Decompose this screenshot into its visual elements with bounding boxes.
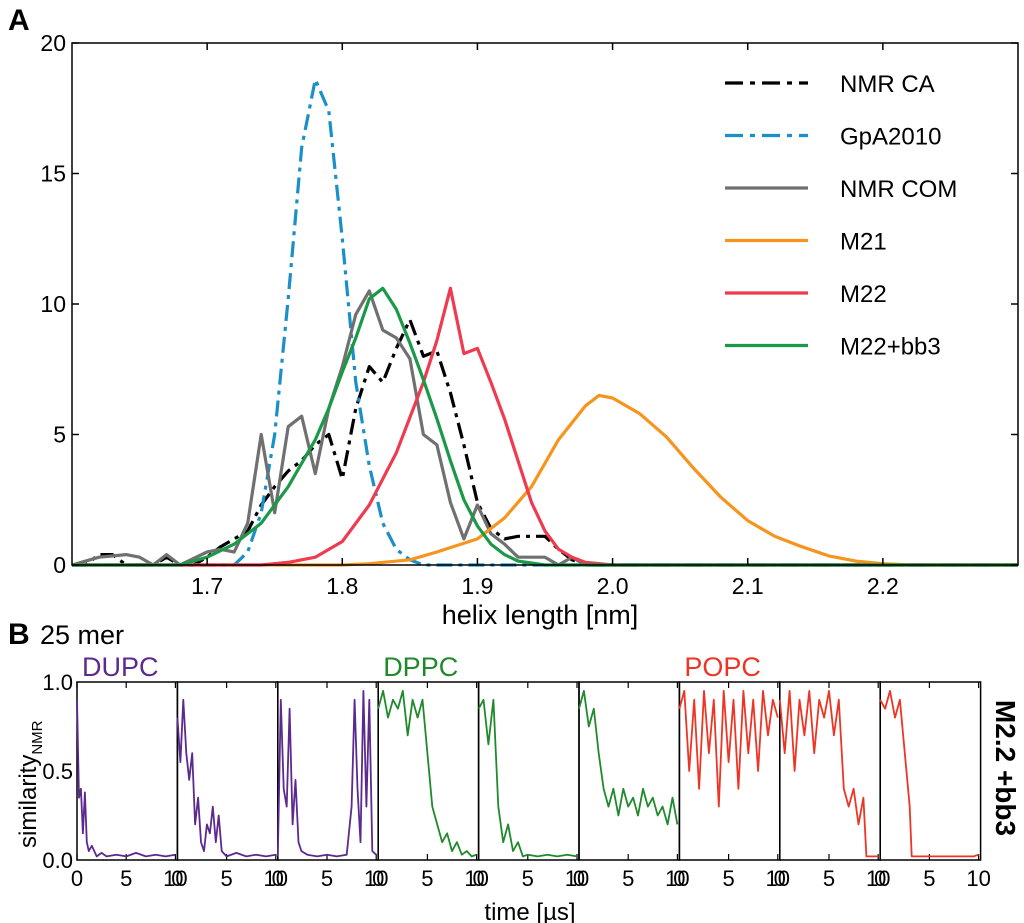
series-line-gpa2010 — [72, 77, 1018, 567]
b-x-tick-label: 0 — [472, 866, 484, 891]
b-x-tick-label: 0 — [372, 866, 384, 891]
trace-popc-2 — [778, 690, 879, 858]
x-tick-label: 1.8 — [326, 573, 358, 599]
b-y-tick-label: 0.5 — [42, 759, 73, 784]
y-tick-label: 10 — [40, 291, 66, 317]
panel-a-legend: NMR CA GpA2010 NMR COM M21 M22 M22+bb3 — [725, 71, 957, 361]
b-x-tick-label: 0 — [573, 866, 585, 891]
trace-dppc-1 — [377, 690, 477, 858]
b-x-tick-label: 0 — [71, 866, 83, 891]
panel-b-ylabel: similarityNMR — [15, 720, 46, 848]
group-label-popc: POPC — [684, 652, 761, 682]
trace-dppc-2 — [477, 698, 578, 858]
legend-label-m22-bb3: M22+bb3 — [840, 334, 941, 361]
panel-b-xlabel: time [µs] — [484, 899, 575, 923]
trace-dupc-3 — [276, 690, 377, 858]
group-label-dupc: DUPC — [82, 652, 159, 682]
series-line-nmr-com — [71, 289, 1018, 567]
b-x-tick-label: 5 — [321, 866, 333, 891]
b-x-tick-label: 10 — [264, 866, 288, 891]
trace-dupc-2 — [176, 698, 276, 858]
legend-label-nmr-com: NMR COM — [840, 176, 957, 203]
legend-label-m22: M22 — [840, 281, 887, 308]
x-tick-label: 2.0 — [597, 573, 629, 599]
b-y-tick-label: 0.0 — [42, 848, 73, 873]
b-y-tick-label: 1.0 — [42, 670, 73, 695]
b-x-tick-label: 10 — [766, 866, 790, 891]
b-x-tick-label: 5 — [622, 866, 634, 891]
x-tick-label: 1.7 — [191, 573, 223, 599]
b-x-tick-label: 0 — [272, 866, 284, 891]
b-x-tick-label: 10 — [966, 866, 990, 891]
y-tick-label: 20 — [40, 30, 66, 56]
b-x-tick-label: 10 — [364, 866, 388, 891]
panel-a-plot — [71, 77, 1018, 567]
subplot-frame — [76, 681, 179, 861]
b-x-tick-label: 5 — [923, 866, 935, 891]
trace-popc-1 — [678, 690, 779, 808]
trace-popc-3 — [879, 690, 979, 858]
series-line-m21 — [72, 393, 1018, 567]
panel-a-ticks: 1.7 1.8 1.9 2.0 2.1 2.2 0 5 10 15 20 — [40, 30, 1018, 599]
subplot-frame — [879, 681, 982, 861]
trace-dppc-3 — [578, 690, 679, 826]
x-tick-label: 1.9 — [461, 573, 493, 599]
b-x-tick-label: 5 — [120, 866, 132, 891]
panel-b-ylabel-main: similarity — [15, 755, 42, 848]
b-x-tick-label: 10 — [464, 866, 488, 891]
b-x-tick-label: 0 — [774, 866, 786, 891]
b-x-tick-label: 0 — [171, 866, 183, 891]
b-x-tick-label: 10 — [866, 866, 890, 891]
panel-b-group-labels: DUPC DPPC POPC — [82, 652, 761, 682]
b-x-tick-label: 10 — [565, 866, 589, 891]
series-line-m22 — [72, 286, 1018, 567]
x-tick-label: 2.2 — [867, 573, 899, 599]
panel-b-side-label: M2.2 +bb3 — [990, 700, 1021, 836]
b-x-tick-label: 5 — [421, 866, 433, 891]
group-label-dppc: DPPC — [383, 652, 458, 682]
series-line-m22-bb3 — [72, 286, 1018, 567]
b-x-tick-label: 10 — [163, 866, 187, 891]
panel-b-subtitle: 25 mer — [40, 620, 124, 650]
y-tick-label: 0 — [53, 552, 66, 578]
y-tick-label: 5 — [53, 422, 66, 448]
b-x-tick-label: 5 — [522, 866, 534, 891]
y-tick-label: 15 — [40, 161, 66, 187]
panel-b-label: B — [8, 618, 30, 651]
panel-b-ylabel-sub: NMR — [29, 720, 46, 754]
b-x-tick-label: 10 — [665, 866, 689, 891]
b-x-tick-label: 0 — [673, 866, 685, 891]
x-tick-label: 2.1 — [732, 573, 764, 599]
legend-label-gpa2010: GpA2010 — [840, 124, 941, 151]
b-x-tick-label: 5 — [722, 866, 734, 891]
panel-a-xlabel: helix length [nm] — [442, 600, 639, 630]
legend-label-nmr-ca: NMR CA — [840, 71, 935, 98]
legend-label-m21: M21 — [840, 229, 887, 256]
panel-b-subplots: 0.00.51.00 5 100 5 100 5 100 5 100 5 100 5 100 5 100 5 1… — [42, 670, 990, 891]
b-x-tick-label: 5 — [220, 866, 232, 891]
b-x-tick-label: 0 — [874, 866, 886, 891]
panel-a-label: A — [8, 4, 30, 37]
trace-dupc-1 — [76, 699, 176, 858]
b-x-tick-label: 5 — [823, 866, 835, 891]
